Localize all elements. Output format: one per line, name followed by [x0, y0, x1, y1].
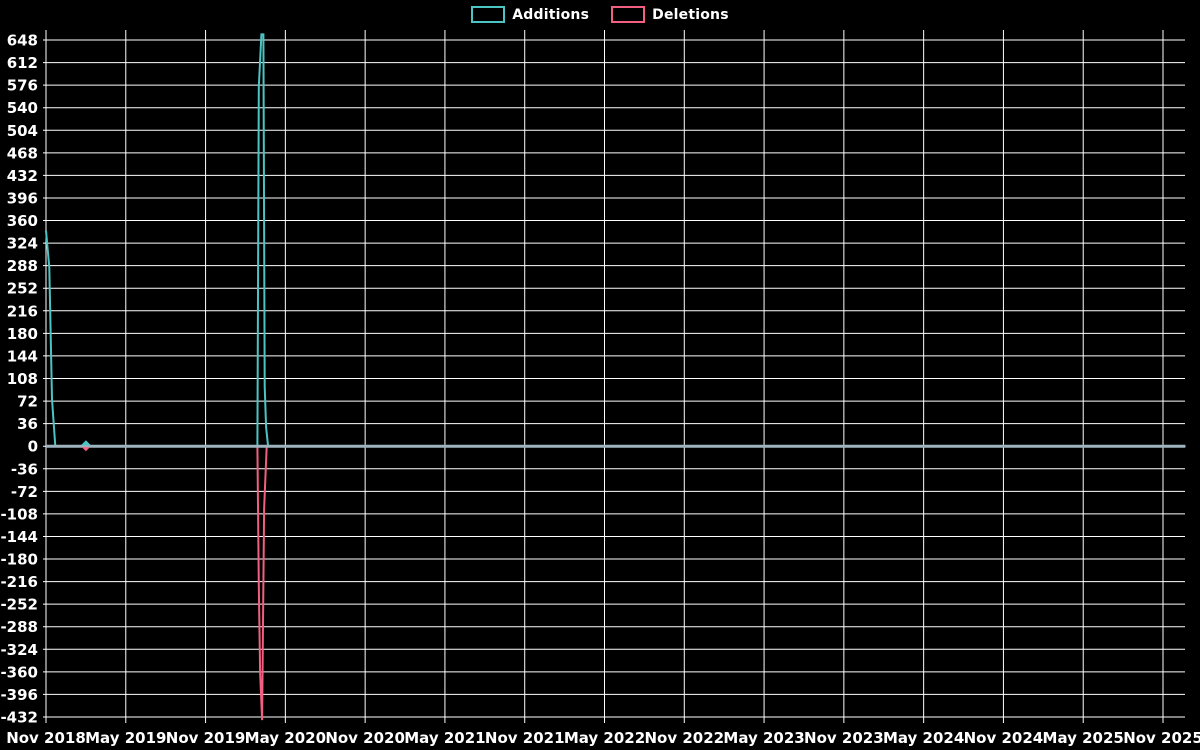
y-tick-label: -216 [0, 573, 38, 591]
x-tick-label: Nov 2021 [485, 729, 565, 747]
x-tick-label: May 2024 [883, 729, 964, 747]
y-tick-label: 0 [28, 438, 38, 456]
x-tick-label: Nov 2025 [1123, 729, 1200, 747]
series-line-deletions [46, 445, 1186, 721]
x-tick-label: May 2023 [723, 729, 804, 747]
y-tick-label: 648 [7, 32, 38, 50]
y-tick-label: -36 [11, 460, 38, 478]
y-tick-label: 396 [7, 189, 38, 207]
x-tick-label: May 2022 [564, 729, 645, 747]
chart-legend: Additions Deletions [0, 6, 1200, 23]
y-tick-label: -144 [0, 528, 38, 546]
y-tick-label: 360 [7, 212, 38, 230]
y-tick-label: 144 [7, 347, 38, 365]
x-tick-label: May 2020 [245, 729, 326, 747]
y-tick-label: -360 [0, 663, 38, 681]
x-tick-label: May 2021 [404, 729, 485, 747]
x-tick-label: May 2019 [85, 729, 166, 747]
x-tick-label: Nov 2022 [644, 729, 724, 747]
deletions-swatch-icon [611, 6, 646, 23]
y-tick-label: -288 [0, 618, 38, 636]
y-tick-label: 72 [17, 393, 38, 411]
x-tick-label: Nov 2019 [166, 729, 246, 747]
y-tick-label: 180 [7, 325, 38, 343]
x-tick-label: Nov 2018 [6, 729, 86, 747]
x-tick-label: Nov 2024 [964, 729, 1044, 747]
marker-triangle-up-additions[interactable] [80, 440, 91, 446]
y-tick-label: -252 [0, 596, 38, 614]
legend-item-additions[interactable]: Additions [471, 6, 589, 23]
y-tick-label: 252 [7, 280, 38, 298]
legend-item-deletions[interactable]: Deletions [611, 6, 729, 23]
y-tick-label: 468 [7, 144, 38, 162]
y-tick-label: 324 [7, 235, 38, 253]
legend-label-additions: Additions [512, 6, 590, 23]
x-tick-label: Nov 2020 [325, 729, 405, 747]
series-line-additions [45, 33, 1186, 448]
y-tick-label: -180 [0, 551, 38, 569]
additions-swatch-icon [471, 6, 506, 23]
y-tick-label: 36 [17, 415, 38, 433]
legend-label-deletions: Deletions [652, 6, 729, 23]
y-tick-label: 576 [7, 77, 38, 95]
y-tick-label: -324 [0, 641, 38, 659]
y-tick-label: -396 [0, 686, 38, 704]
y-tick-label: -432 [0, 709, 38, 727]
y-tick-label: 432 [7, 167, 38, 185]
y-tick-label: -108 [0, 505, 38, 523]
y-tick-label: 504 [7, 122, 38, 140]
y-tick-label: -72 [11, 483, 38, 501]
marker-triangle-down-deletions[interactable] [81, 447, 90, 452]
y-tick-label: 540 [7, 99, 38, 117]
x-tick-label: Nov 2023 [804, 729, 884, 747]
y-tick-label: 108 [7, 370, 38, 388]
y-tick-label: 288 [7, 257, 38, 275]
y-tick-label: 612 [7, 54, 38, 72]
y-tick-label: 216 [7, 302, 38, 320]
x-tick-label: May 2025 [1043, 729, 1124, 747]
